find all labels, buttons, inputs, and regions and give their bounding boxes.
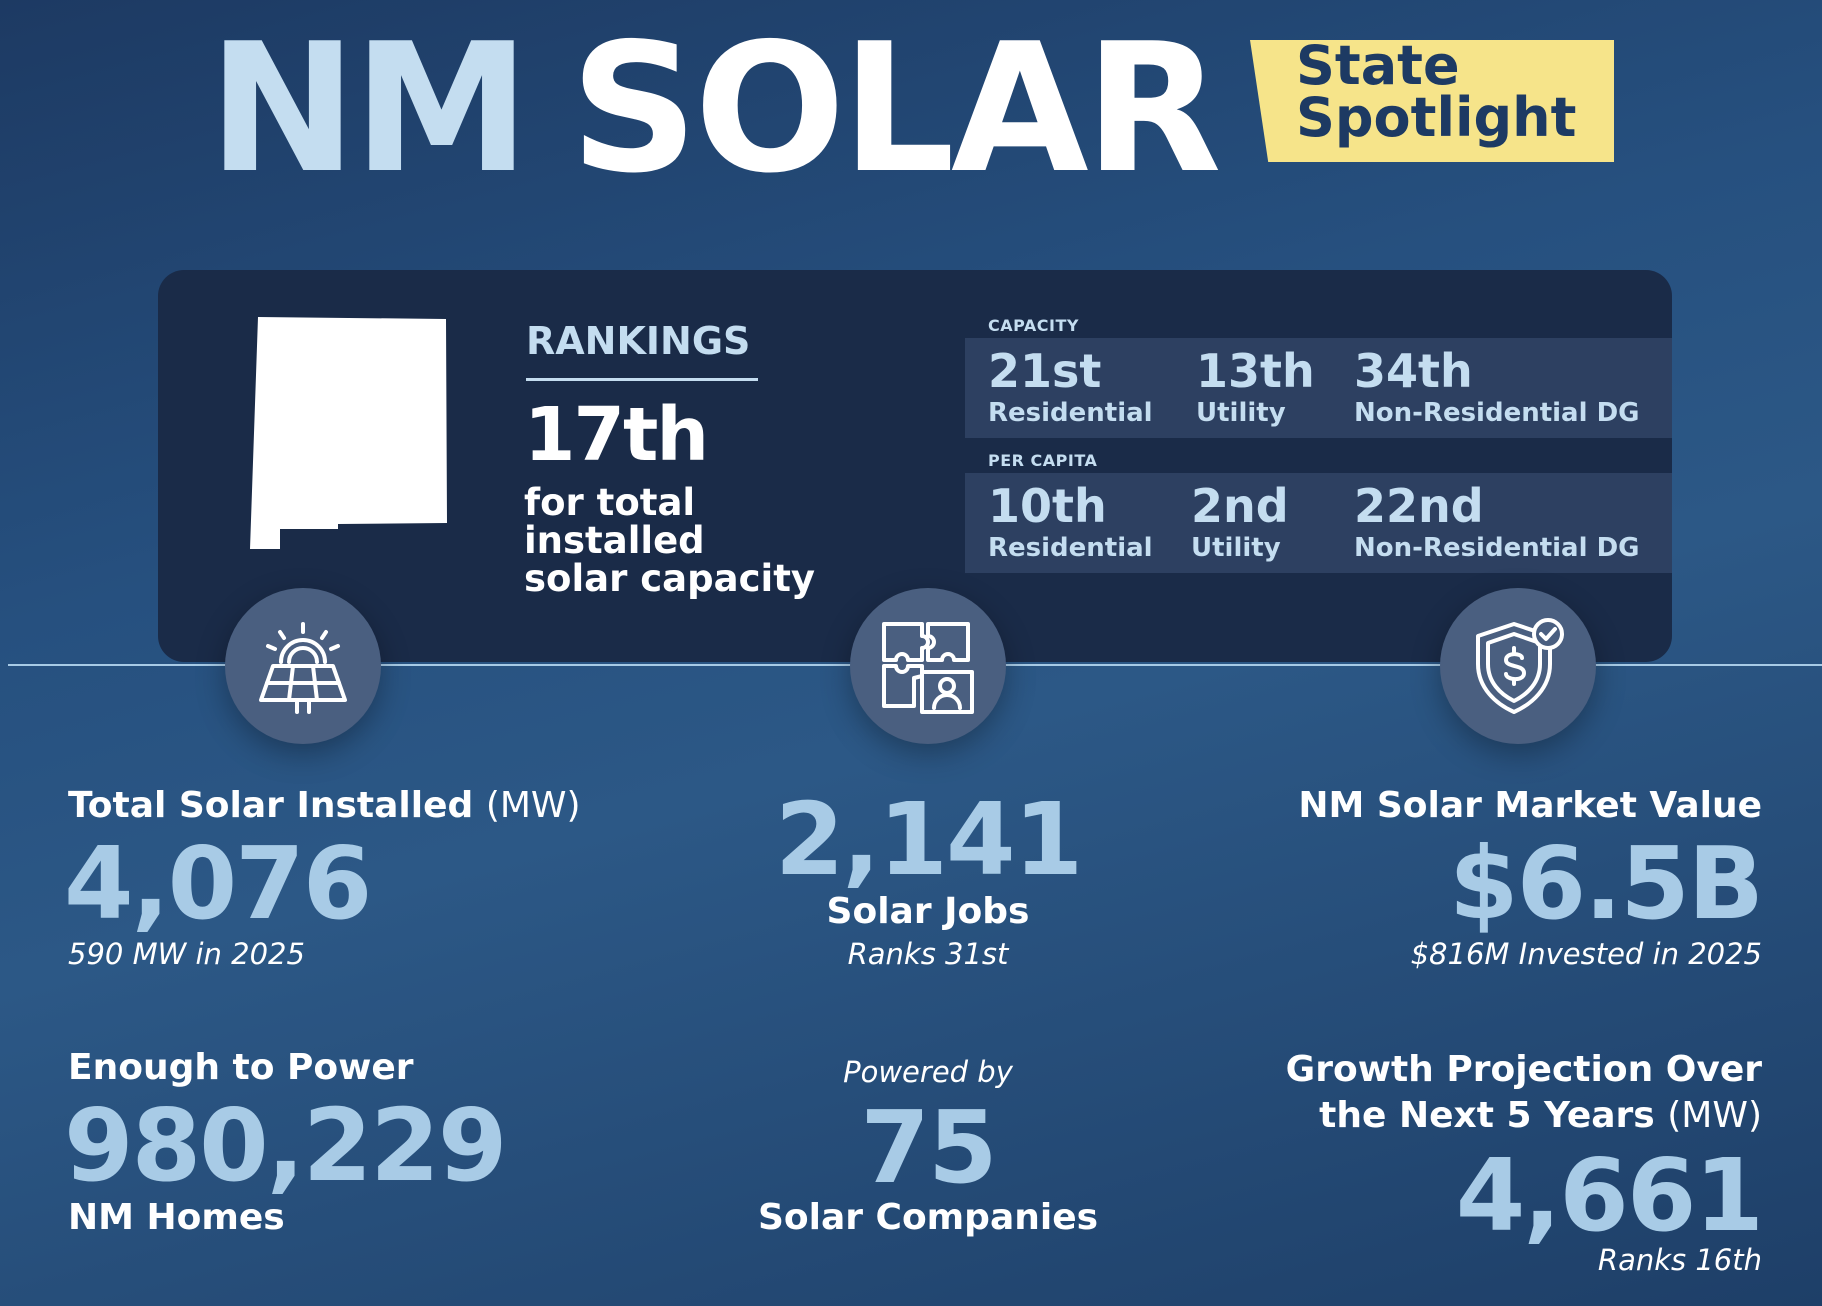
rank-label: Utility — [1196, 398, 1286, 428]
overall-rank-description: for total installed solar capacity — [524, 484, 884, 598]
installed-unit: (MW) — [485, 785, 581, 826]
rank-label: Utility — [1191, 533, 1281, 563]
title-solar: SOLAR — [570, 5, 1222, 212]
rank-label: Non-Residential DG — [1354, 533, 1640, 563]
companies-label: Solar Companies — [757, 1197, 1099, 1238]
overall-desc-line-2: solar capacity — [524, 557, 815, 600]
installed-sub: 590 MW in 2025 — [68, 937, 305, 971]
rank-value: 34th — [1354, 344, 1473, 398]
state-spotlight-text: State Spotlight — [1296, 34, 1577, 149]
per-capita-residential: 10th Residential — [988, 483, 1153, 561]
rank-label: Residential — [988, 533, 1153, 563]
jobs-sub: Ranks 31st — [847, 937, 1009, 971]
installed-value: 4,076 — [64, 825, 372, 942]
capacity-residential: 21st Residential — [988, 348, 1153, 426]
new-mexico-map-icon — [250, 317, 447, 549]
per-capita-utility: 2nd Utility — [1191, 483, 1289, 561]
solar-panel-sun-icon — [259, 622, 347, 714]
growth-sub: Ranks 16th — [1597, 1243, 1762, 1277]
puzzle-people-icon — [882, 622, 974, 714]
rankings-underline — [526, 378, 758, 381]
growth-label-line-1: Growth Projection Over — [1285, 1049, 1762, 1090]
growth-label-line-2: the Next 5 Years (MW) — [1060, 1098, 1762, 1134]
homes-value: 980,229 — [64, 1087, 507, 1204]
jobs-value: 2,141 — [774, 781, 1083, 898]
homes-sub: NM Homes — [68, 1197, 285, 1238]
growth-value: 4,661 — [1455, 1137, 1764, 1254]
rank-value: 13th — [1196, 344, 1315, 398]
capacity-utility: 13th Utility — [1196, 348, 1315, 426]
capacity-band: 21st Residential 13th Utility 34th Non-R… — [965, 338, 1672, 438]
market-icon-circle — [1440, 588, 1596, 744]
rank-label: Residential — [988, 398, 1153, 428]
jobs-label: Solar Jobs — [826, 891, 1030, 932]
rankings-heading: RANKINGS — [526, 319, 751, 363]
rank-value: 22nd — [1354, 479, 1484, 533]
installed-label: Total Solar Installed (MW) — [68, 788, 581, 824]
growth-label-text: the Next 5 Years — [1319, 1095, 1655, 1136]
capacity-label: CAPACITY — [988, 316, 1079, 335]
capacity-non-residential-dg: 34th Non-Residential DG — [1354, 348, 1640, 426]
per-capita-band: 10th Residential 2nd Utility 22nd Non-Re… — [965, 473, 1672, 573]
rank-value: 10th — [988, 479, 1107, 533]
badge-line-1: State — [1296, 34, 1460, 97]
per-capita-non-residential-dg: 22nd Non-Residential DG — [1354, 483, 1640, 561]
per-capita-label: PER CAPITA — [988, 451, 1098, 470]
companies-pre: Powered by — [843, 1055, 1013, 1089]
market-sub: $816M Invested in 2025 — [1410, 937, 1762, 971]
installed-label-text: Total Solar Installed — [68, 785, 474, 826]
market-label: NM Solar Market Value — [1298, 785, 1762, 826]
rank-label: Non-Residential DG — [1354, 398, 1640, 428]
solar-icon-circle — [225, 588, 381, 744]
overall-desc-line-1: for total installed — [524, 481, 705, 562]
title-nm: NM — [208, 5, 530, 212]
badge-line-2: Spotlight — [1296, 86, 1577, 149]
rank-value: 21st — [988, 344, 1102, 398]
homes-label: Enough to Power — [68, 1047, 414, 1088]
shield-dollar-icon — [1476, 618, 1564, 714]
growth-unit: (MW) — [1667, 1095, 1762, 1136]
market-value: $6.5B — [1449, 825, 1764, 942]
companies-value: 75 — [860, 1089, 997, 1206]
state-spotlight-badge — [1250, 40, 1614, 162]
rank-value: 2nd — [1191, 479, 1289, 533]
overall-rank: 17th — [524, 392, 709, 478]
jobs-icon-circle — [850, 588, 1006, 744]
